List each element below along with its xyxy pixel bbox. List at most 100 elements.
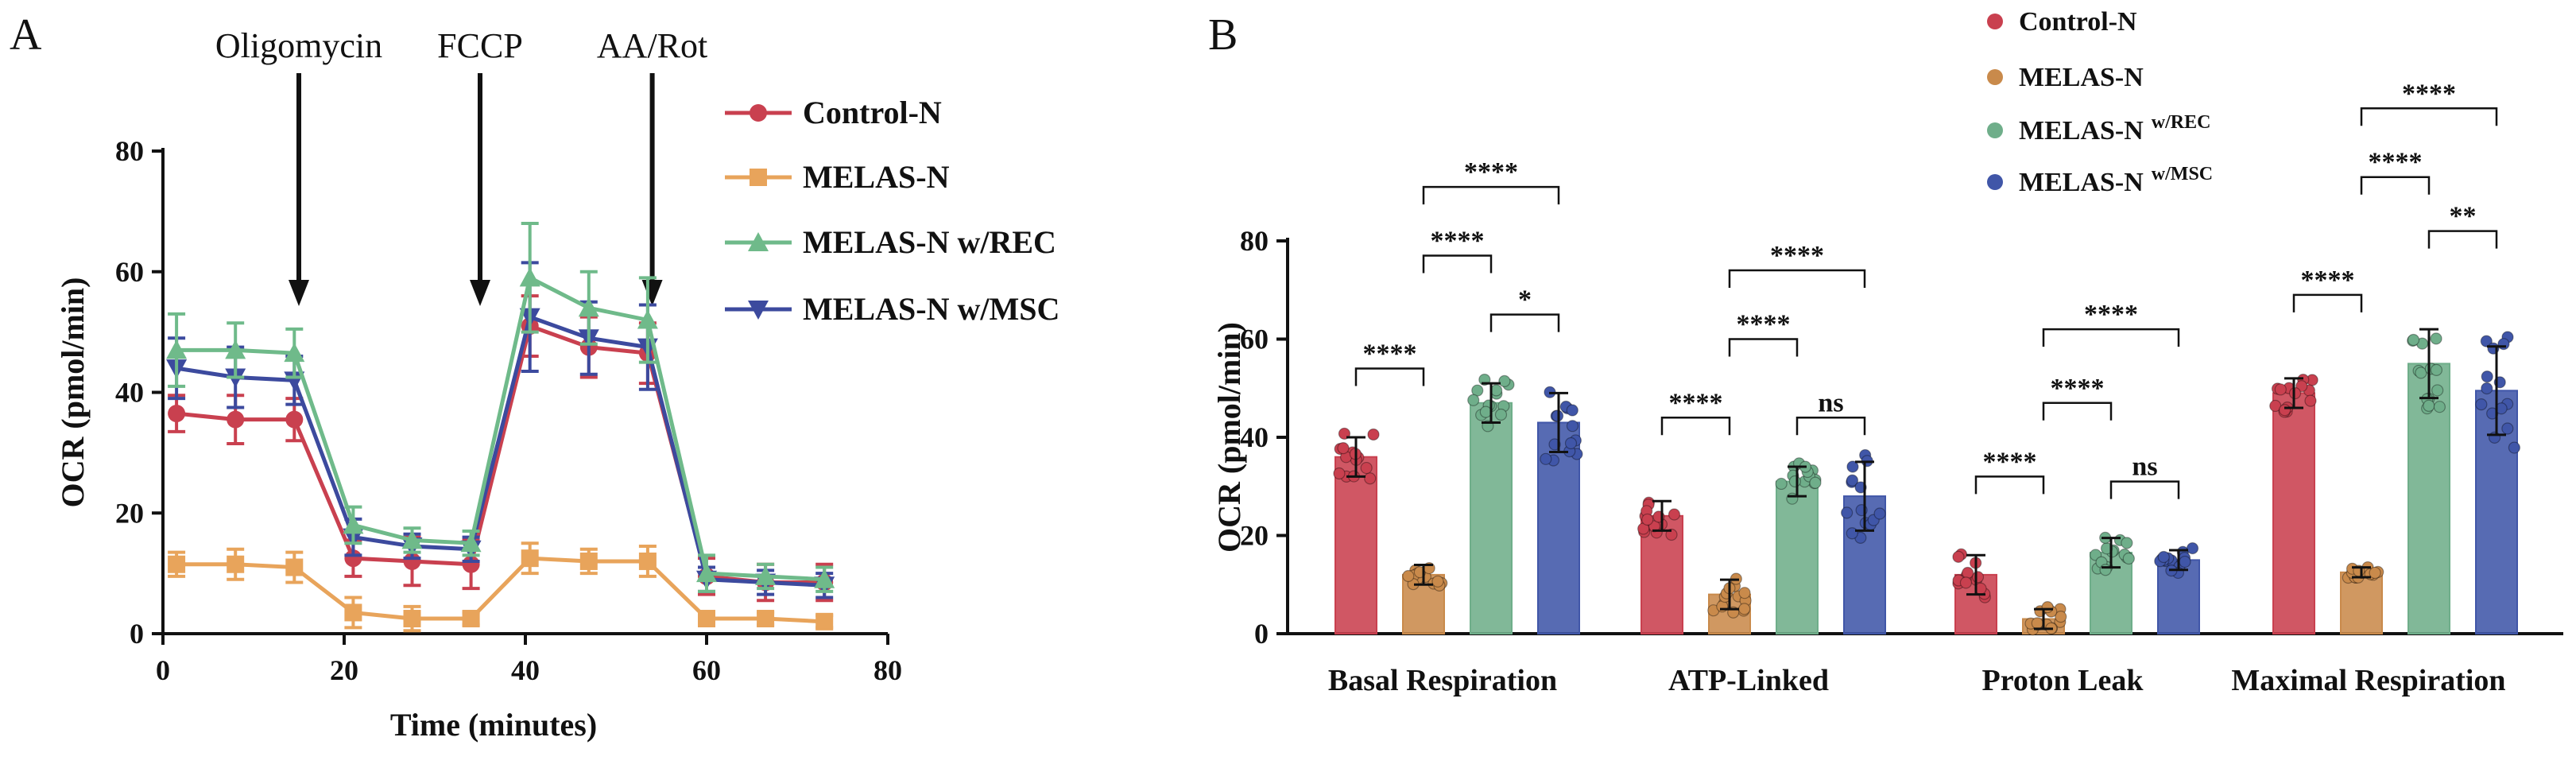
legend-label: MELAS-N w/MSC [2019, 164, 2213, 197]
significance-label: **** [2369, 148, 2423, 177]
panel-b-label: B [1208, 10, 1238, 60]
significance-bracket [1422, 254, 1493, 274]
data-point [757, 610, 775, 628]
data-dot [2508, 441, 2520, 454]
data-dot [2304, 394, 2317, 407]
y-tick-label: 20 [1240, 520, 1269, 552]
category-label: Proton Leak [1981, 664, 2144, 697]
data-dot [2295, 380, 2308, 393]
data-dot [2433, 401, 2446, 413]
data-point [815, 612, 834, 630]
significance-label: **** [2051, 374, 2105, 403]
data-dot [1337, 442, 1350, 455]
bar [2272, 392, 2315, 634]
series-line [176, 323, 825, 585]
data-dot [2274, 383, 2287, 396]
panel-b: B 0 20 40 60 80 OCR (pmol/min) Basal Respiratio… [1208, 7, 2563, 697]
legend-label: Control-N [803, 95, 942, 130]
data-point [696, 563, 717, 583]
data-dot [1846, 474, 1859, 487]
data-dot [2486, 407, 2499, 420]
data-dot [1809, 476, 1822, 489]
data-dot [2407, 333, 2420, 347]
data-dot [1775, 477, 1788, 491]
y-tick-label: 80 [115, 135, 144, 167]
data-dot [1367, 428, 1380, 441]
data-dot [2431, 384, 2444, 397]
legend-label-main: MELAS-N [2019, 63, 2144, 92]
data-dot [1846, 460, 1859, 473]
series-control-n [168, 294, 834, 603]
data-dot [2099, 564, 2112, 576]
series-melas-n-w-msc [166, 261, 835, 599]
y-tick-label: 60 [1240, 324, 1269, 355]
significance-label: **** [2084, 300, 2138, 329]
panel-a-label: A [10, 10, 42, 60]
data-dot [2121, 537, 2133, 549]
series-line [176, 274, 825, 582]
data-point [168, 405, 186, 423]
data-point [227, 410, 245, 429]
data-dot [1494, 408, 1508, 421]
legend-label: MELAS-N [2019, 63, 2144, 92]
significance-label: **** [1669, 388, 1723, 417]
significance-label: * [1518, 285, 1532, 315]
data-point [166, 340, 188, 359]
data-dot [1738, 587, 1751, 599]
legend-marker [1987, 69, 2003, 85]
data-point [462, 610, 480, 628]
data-point [578, 297, 599, 317]
significance-bracket [1660, 417, 1731, 436]
data-point [285, 558, 304, 576]
data-dot [1364, 472, 1377, 485]
data-dot [2475, 398, 2488, 411]
data-dot [1402, 569, 1415, 583]
y-tick-label: 60 [115, 256, 144, 288]
data-dot [1788, 475, 1801, 488]
legend-label-superscript: w/REC [2152, 112, 2211, 133]
bar [1470, 402, 1513, 634]
data-dot [1489, 384, 1503, 397]
injection-arrow-head [289, 280, 309, 306]
data-dot [2186, 541, 2199, 555]
injection-arrow-head [641, 280, 663, 306]
injection-label: Oligomycin [215, 26, 382, 65]
data-dot [2423, 399, 2435, 412]
x-tick-label: 40 [511, 654, 540, 686]
data-point [637, 309, 658, 329]
significance-bracket [2360, 107, 2498, 126]
data-dot [1873, 507, 1886, 520]
data-dot [2055, 611, 2067, 623]
significance-bracket [1795, 417, 1866, 436]
x-axis-title: Time (minutes) [390, 707, 597, 743]
significance-label: **** [1737, 310, 1791, 340]
data-point [285, 410, 304, 429]
data-point [168, 555, 186, 573]
data-dot [2279, 404, 2291, 417]
data-point [225, 340, 246, 359]
data-point [748, 232, 769, 251]
data-dot [2501, 422, 2514, 435]
data-point [521, 549, 539, 568]
series-melas-n [168, 541, 834, 633]
data-point [750, 169, 767, 186]
y-tick-label: 0 [130, 618, 144, 650]
data-point [579, 552, 598, 570]
legend-marker [1987, 122, 2003, 138]
data-dot [1641, 513, 1654, 526]
panel-a: A 0 20 40 60 80 0 20 40 60 80 Time (minutes) OCR (pm… [10, 10, 1059, 743]
significance-label: ns [1818, 388, 1843, 417]
legend-label: MELAS-N w/MSC [803, 291, 1059, 327]
data-dot [1566, 404, 1579, 417]
significance-label: **** [2301, 266, 2355, 295]
legend-label-main: MELAS-N [2019, 168, 2144, 197]
data-point [698, 610, 715, 628]
data-dot [2481, 382, 2493, 395]
data-dot [1498, 374, 1511, 387]
significance-label: **** [1983, 447, 2037, 476]
data-dot [2369, 566, 2381, 580]
data-point [750, 104, 767, 122]
data-dot [2179, 555, 2191, 568]
significance-label: **** [1770, 241, 1824, 270]
